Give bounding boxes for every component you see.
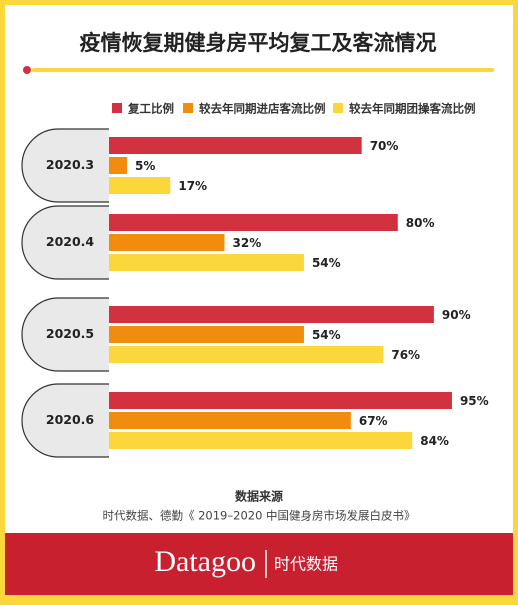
value-label: 84% bbox=[420, 434, 449, 448]
brand-cn: 时代数据 bbox=[274, 555, 338, 574]
legend-swatch bbox=[112, 103, 122, 113]
value-label: 76% bbox=[391, 348, 420, 362]
value-label: 90% bbox=[442, 308, 471, 322]
bar bbox=[109, 412, 351, 429]
bar bbox=[109, 234, 225, 251]
bar bbox=[109, 326, 304, 343]
bar bbox=[109, 254, 304, 271]
value-label: 95% bbox=[460, 394, 489, 408]
legend-label: 较去年同期进店客流比例 bbox=[199, 102, 326, 116]
category-label: 2020.6 bbox=[46, 412, 95, 427]
category-pill bbox=[21, 128, 109, 203]
legend-label: 较去年同期团操客流比例 bbox=[349, 102, 476, 116]
bar bbox=[109, 137, 362, 154]
value-label: 70% bbox=[370, 139, 399, 153]
bar bbox=[109, 214, 398, 231]
bar bbox=[109, 306, 434, 323]
category-label: 2020.3 bbox=[46, 157, 94, 172]
bar bbox=[109, 432, 413, 449]
value-label: 17% bbox=[178, 179, 207, 193]
title-dot bbox=[23, 66, 31, 74]
source-title: 数据来源 bbox=[235, 489, 283, 504]
category-pill bbox=[21, 383, 109, 458]
category-label: 2020.4 bbox=[46, 234, 95, 249]
legend-label: 复工比例 bbox=[127, 102, 174, 116]
bar bbox=[109, 177, 171, 194]
chart-title: 疫情恢复期健身房平均复工及客流情况 bbox=[80, 31, 437, 55]
value-label: 54% bbox=[312, 256, 341, 270]
value-label: 54% bbox=[312, 328, 341, 342]
brand: Datagoo bbox=[154, 545, 256, 578]
legend-swatch bbox=[333, 103, 343, 113]
value-label: 5% bbox=[135, 159, 155, 173]
category-pill bbox=[21, 205, 109, 280]
value-label: 32% bbox=[233, 236, 262, 250]
bar bbox=[109, 157, 128, 174]
value-label: 67% bbox=[359, 414, 388, 428]
source: 时代数据、德勤《 2019–2020 中国健身房市场发展白皮书》 bbox=[102, 509, 415, 523]
value-label: 80% bbox=[406, 216, 435, 230]
legend-swatch bbox=[183, 103, 193, 113]
bar bbox=[109, 346, 384, 363]
bar bbox=[109, 392, 452, 409]
category-pill bbox=[21, 297, 109, 372]
footer-band bbox=[5, 533, 513, 595]
category-label: 2020.5 bbox=[46, 326, 94, 341]
